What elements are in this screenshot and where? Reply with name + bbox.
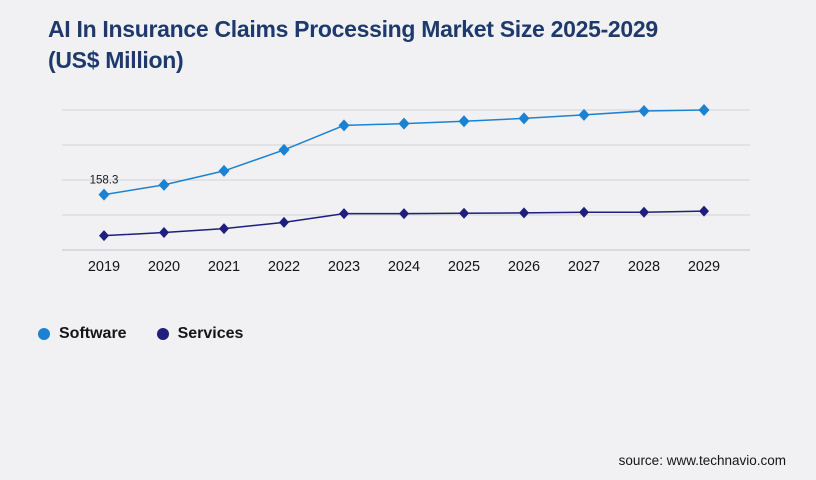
chart-title-line2: (US$ Million)	[48, 47, 184, 73]
services-legend-marker-icon	[156, 328, 169, 340]
software-data-point[interactable]	[218, 164, 230, 177]
line-chart-canvas: 158.3 2019 2020 2021 2022 2023 2024 2025 2026 202…	[62, 104, 750, 275]
services-data-point[interactable]	[399, 208, 409, 220]
services-data-point[interactable]	[639, 206, 649, 218]
legend-label-services: Services	[177, 325, 244, 342]
services-data-point[interactable]	[279, 216, 289, 228]
services-data-point[interactable]	[339, 208, 349, 220]
services-data-point[interactable]	[579, 206, 589, 218]
x-axis-label: 2025	[448, 259, 480, 275]
x-axis-label: 2027	[568, 259, 600, 275]
software-data-point[interactable]	[338, 119, 350, 132]
services-data-point[interactable]	[159, 227, 169, 238]
software-data-point[interactable]	[278, 143, 290, 156]
x-axis-label: 2022	[268, 259, 300, 275]
software-legend-marker-icon	[38, 328, 50, 340]
software-data-point[interactable]	[158, 178, 170, 191]
legend-label-software: Software	[59, 325, 127, 342]
software-data-point[interactable]	[458, 115, 470, 128]
data-point-label: 158.3	[90, 175, 119, 187]
x-axis-label: 2019	[88, 259, 120, 275]
software-data-point[interactable]	[98, 188, 110, 201]
x-axis-label: 2029	[688, 259, 720, 275]
x-axis-label: 2028	[628, 259, 660, 275]
chart-legend: Software Services	[38, 325, 243, 343]
software-data-point[interactable]	[578, 108, 590, 121]
services-data-point[interactable]	[519, 207, 529, 219]
x-axis-label: 2023	[328, 259, 360, 275]
services-data-point[interactable]	[459, 207, 469, 219]
software-data-point[interactable]	[698, 104, 710, 116]
chart-title-line1: AI In Insurance Claims Processing Market…	[48, 16, 658, 42]
x-axis-label: 2024	[388, 259, 420, 275]
x-axis-label: 2026	[508, 259, 540, 275]
services-data-point[interactable]	[99, 230, 109, 242]
legend-item-services[interactable]: Services	[156, 325, 244, 343]
services-data-point[interactable]	[699, 205, 709, 217]
software-data-point[interactable]	[518, 112, 530, 125]
x-axis-label: 2020	[148, 259, 180, 275]
software-data-point[interactable]	[398, 117, 410, 130]
software-data-point[interactable]	[638, 105, 650, 118]
legend-item-software[interactable]: Software	[38, 325, 127, 343]
chart-title: AI In Insurance Claims Processing Market…	[48, 14, 788, 76]
source-attribution: source: www.technavio.com	[618, 453, 786, 468]
x-axis-label: 2021	[208, 259, 240, 275]
services-data-point[interactable]	[219, 223, 229, 235]
